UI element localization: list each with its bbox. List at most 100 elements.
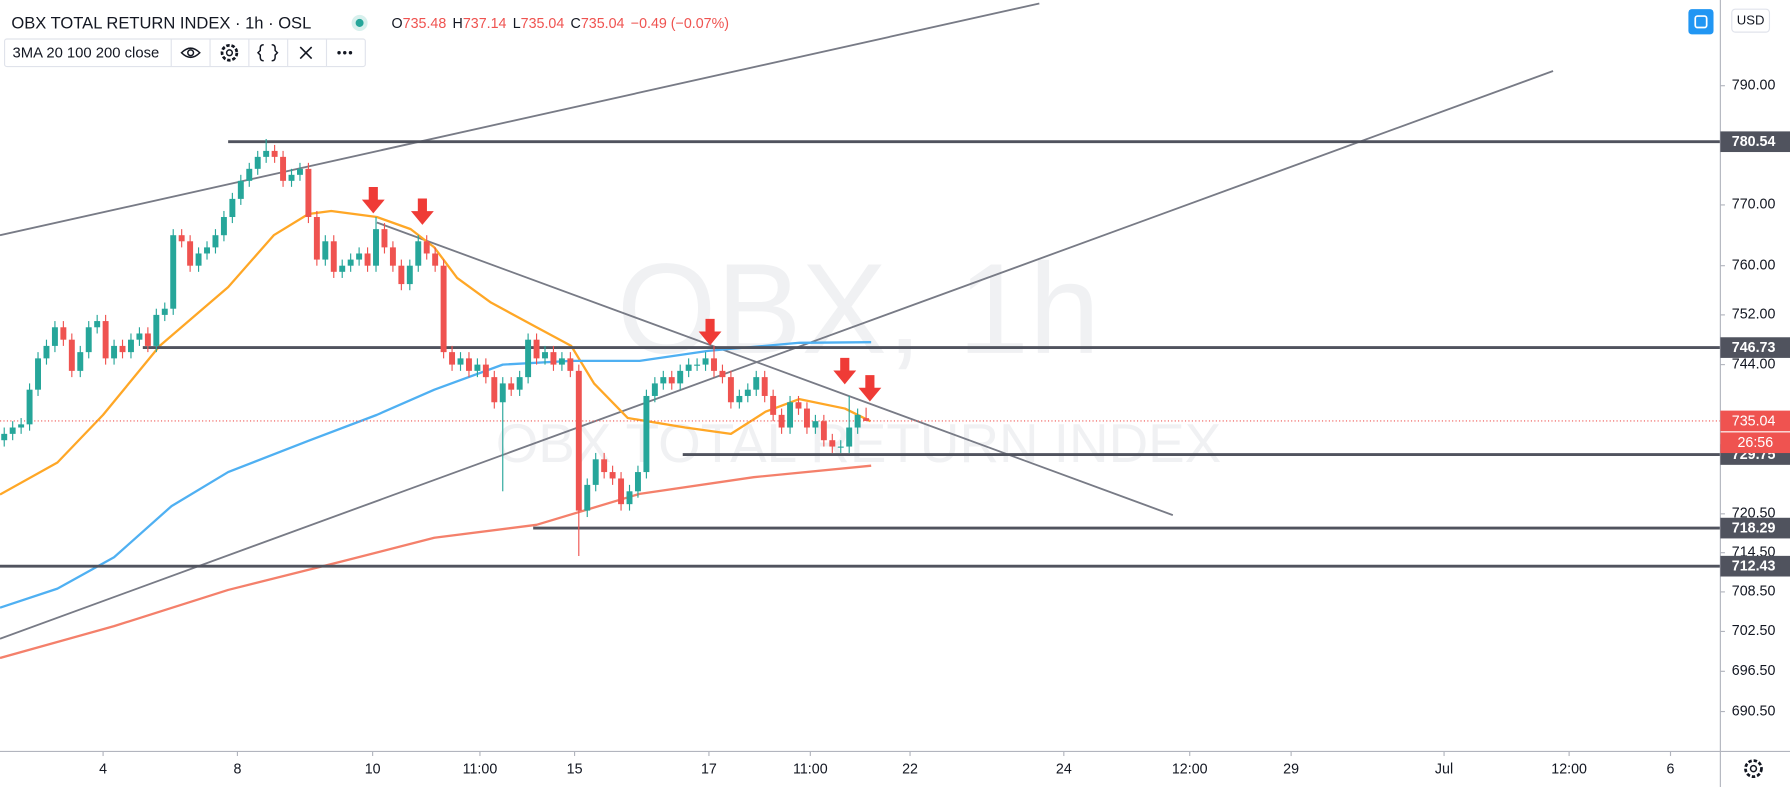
candle-body (491, 377, 498, 403)
auto-scale-button[interactable] (1688, 9, 1714, 35)
moving-average-line (0, 464, 872, 660)
y-tick-label: 744.00 (1732, 356, 1776, 372)
candle-body (415, 241, 422, 266)
candle-body (229, 198, 236, 218)
candle-body (339, 265, 346, 272)
watermark-symbol: OBX, 1h (617, 238, 1100, 381)
moving-average-line (0, 209, 871, 496)
level-label-box (1720, 131, 1790, 153)
ohlc-value: 735.48 (403, 16, 447, 32)
candle-body (18, 424, 25, 428)
indicator-label: 3MA 20 100 200 close (13, 45, 160, 61)
candle-body (685, 364, 692, 371)
candle-body (85, 327, 92, 353)
candle-body (660, 377, 667, 384)
ohlc-legend: O735.48 H737.14 L735.04 C735.04 −0.49 (−… (392, 16, 729, 32)
candle-body (787, 402, 794, 428)
candle-body (643, 395, 650, 473)
candle-body (246, 168, 253, 181)
candle-body (770, 395, 777, 415)
x-tick-label: 17 (701, 762, 717, 778)
gear-hole (1749, 764, 1758, 773)
candle-body (626, 491, 633, 505)
candle-body (550, 352, 557, 365)
candle-body (330, 241, 337, 272)
candle-body (829, 440, 836, 447)
candle-body (440, 265, 447, 353)
ohlc-label: L (513, 16, 521, 32)
x-tick-label: 12:00 (1172, 762, 1208, 778)
candle-body (178, 235, 185, 242)
candle-body (356, 253, 363, 260)
more-icon[interactable] (337, 51, 353, 55)
source-code-icon[interactable] (256, 43, 279, 62)
y-tick-label: 702.50 (1732, 623, 1776, 639)
auto-scale-icon (1694, 15, 1708, 29)
x-tick-label: 10 (365, 762, 381, 778)
candle-body (136, 333, 143, 340)
level-label-box (1720, 337, 1790, 358)
settings-icon[interactable] (220, 43, 239, 62)
ohlc-value: 735.04 (581, 16, 625, 32)
candle-body (111, 345, 118, 359)
candle-body (220, 217, 227, 236)
countdown-label: 26:56 (1737, 435, 1773, 451)
candle-body (128, 339, 134, 353)
candle-body (322, 241, 329, 260)
candle-body (288, 174, 295, 181)
candle-body (381, 229, 388, 248)
candle-body (736, 395, 743, 403)
candle-body (305, 168, 312, 218)
trend-line (376, 221, 1174, 516)
ohlc-value: 737.14 (463, 16, 507, 32)
x-tick-label: 12:00 (1551, 762, 1587, 778)
x-tick-label: 6 (1667, 762, 1675, 778)
ohlc-value: 735.04 (521, 16, 565, 32)
dot (343, 51, 347, 55)
settings-button[interactable] (1744, 759, 1763, 779)
candle-body (1, 433, 8, 441)
candle-body (525, 339, 532, 378)
candle-body (584, 484, 591, 511)
level-label: 780.54 (1732, 134, 1776, 150)
indicator-legend[interactable]: 3MA 20 100 200 close (3, 38, 366, 68)
candle-body (35, 358, 41, 390)
remove-icon[interactable] (299, 46, 313, 60)
candle-body (102, 321, 109, 359)
candle-body (9, 427, 16, 434)
level-label-box (1720, 555, 1790, 577)
candle-body (651, 383, 658, 396)
candle-body (618, 478, 625, 505)
candle-body (423, 241, 430, 254)
moving-average-line (0, 341, 872, 609)
candle-body (795, 402, 802, 409)
candle-body (694, 364, 701, 366)
candle-body (727, 377, 734, 403)
candle-body (432, 253, 439, 266)
y-tick-label: 760.00 (1732, 257, 1776, 273)
candle-body (761, 377, 768, 396)
level-label-box (1720, 517, 1790, 539)
candle-body (204, 247, 210, 254)
arrow (833, 357, 857, 385)
candle-body (271, 150, 278, 157)
x-tick-label: 24 (1056, 762, 1072, 778)
candle-body (558, 358, 565, 365)
candle-body (51, 327, 58, 346)
eye-icon[interactable] (180, 47, 201, 59)
x-tick-label: 4 (99, 762, 107, 778)
arrow (410, 198, 434, 225)
candle-body (195, 253, 202, 266)
x-tick-label: 29 (1283, 762, 1299, 778)
candle-body (609, 472, 616, 479)
candle-body (719, 370, 726, 378)
x-tick-label: 11:00 (793, 762, 828, 778)
currency-button[interactable] (1731, 8, 1771, 33)
candle-body (68, 339, 75, 371)
candle-body (812, 421, 819, 428)
level-label: 746.73 (1732, 340, 1776, 356)
candle-body (508, 383, 515, 390)
last-price-label: 735.04 (1732, 413, 1776, 429)
candle-body (364, 253, 371, 266)
